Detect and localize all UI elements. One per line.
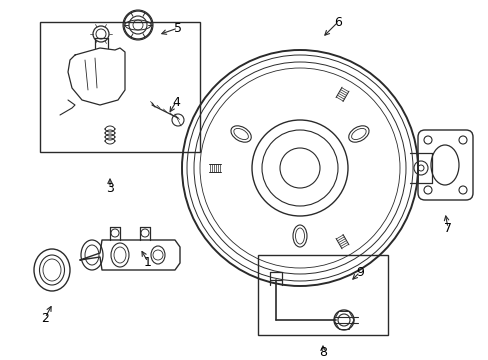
Text: 8: 8 (318, 346, 326, 359)
Bar (40, 22, 200, 152)
Text: 6: 6 (333, 15, 341, 28)
Text: 5: 5 (174, 22, 182, 35)
Text: 1: 1 (144, 256, 152, 269)
Text: 3: 3 (106, 181, 114, 194)
Text: 7: 7 (443, 221, 451, 234)
Bar (258, 255, 387, 335)
Text: 4: 4 (172, 95, 180, 108)
Text: 2: 2 (41, 311, 49, 324)
Text: 9: 9 (355, 266, 363, 279)
